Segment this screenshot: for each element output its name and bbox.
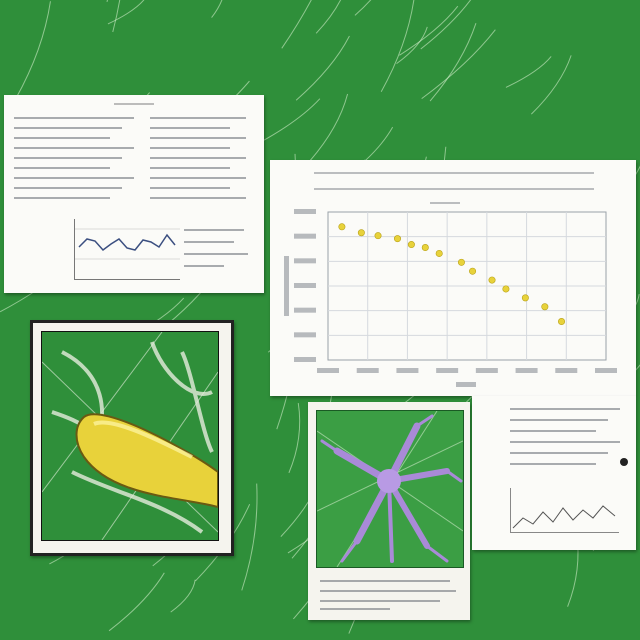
text-line (510, 441, 620, 443)
text-line (14, 197, 110, 199)
scatter-point (558, 318, 566, 326)
text-line (14, 127, 122, 129)
framed-neuron-picture (308, 402, 470, 620)
neuron-illustration (317, 411, 463, 567)
y-tick-label (294, 233, 316, 239)
text-line (510, 463, 596, 465)
text-line (150, 187, 230, 189)
text-line (510, 408, 620, 410)
scatter-chart (284, 209, 617, 387)
text-line (150, 197, 246, 199)
x-tick-label (396, 368, 419, 373)
chart-heading-lines (270, 160, 636, 212)
text-line (150, 127, 230, 129)
scatter-point (374, 232, 382, 240)
scatter-point (521, 294, 529, 302)
text-line (150, 117, 246, 119)
neuron-body (377, 469, 401, 493)
right-card-dot (620, 458, 628, 466)
x-tick-label (356, 368, 379, 373)
text-line (150, 147, 230, 149)
side-panel-lines (184, 219, 254, 279)
scatter-point (407, 241, 415, 249)
x-tick-label (515, 368, 538, 373)
y-tick-label (294, 332, 316, 338)
framed-seed-picture (30, 320, 234, 556)
text-line (14, 117, 134, 119)
right-mini-line-series (512, 505, 616, 529)
scatter-point (357, 229, 365, 237)
document-card-right (472, 396, 636, 550)
text-line (150, 167, 230, 169)
scatter-chart-card (270, 160, 636, 396)
yellow-seed (75, 413, 218, 509)
y-axis-label (284, 256, 289, 316)
scatter-point (338, 223, 346, 231)
text-line (14, 167, 110, 169)
scatter-point (457, 258, 465, 266)
scatter-point (435, 249, 443, 257)
y-tick-label (294, 283, 316, 288)
scatter-point (394, 235, 402, 243)
neuron-caption-lines (316, 574, 462, 614)
y-tick-label (294, 307, 316, 313)
text-line (150, 137, 246, 139)
scatter-point (488, 276, 496, 284)
document-card-top-left (4, 95, 264, 293)
text-line (150, 177, 246, 179)
text-line (14, 177, 134, 179)
seed-illustration (42, 332, 218, 540)
mini-line-series (78, 233, 176, 252)
x-tick-label (317, 368, 339, 373)
text-line (14, 137, 110, 139)
scatter-point (541, 303, 549, 311)
right-document-text-lines (472, 396, 636, 476)
right-mini-chart (510, 488, 619, 533)
x-tick-label (475, 368, 498, 373)
text-line (510, 419, 608, 421)
document-text-lines (4, 95, 264, 215)
y-tick-label (294, 357, 316, 362)
text-line (510, 430, 596, 432)
scatter-point (421, 244, 429, 252)
y-tick-label (294, 209, 316, 214)
x-axis-label (456, 382, 476, 387)
x-tick-label (436, 368, 459, 373)
y-tick-label (294, 258, 316, 264)
text-line (14, 147, 134, 149)
x-tick-label (595, 368, 617, 373)
x-tick-label (555, 368, 578, 373)
scatter-point (469, 267, 477, 275)
text-line (14, 157, 122, 159)
text-line (14, 187, 122, 189)
text-line (150, 157, 246, 159)
text-line (510, 452, 608, 454)
mini-line-chart (74, 219, 180, 280)
document-title-line (114, 103, 154, 105)
scatter-point (502, 285, 510, 293)
